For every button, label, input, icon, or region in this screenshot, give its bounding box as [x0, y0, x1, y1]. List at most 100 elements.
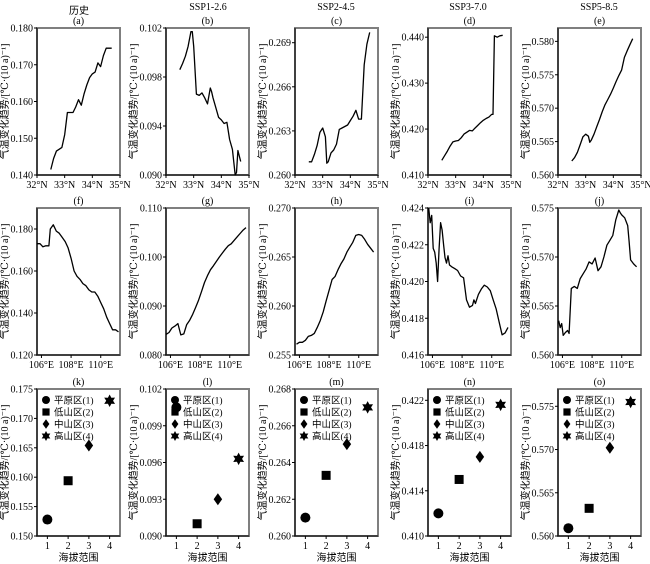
y-tick-label: 0.420: [402, 125, 425, 136]
legend-mid-mountain-marker: [433, 419, 441, 429]
data-point-plain-marker: [42, 514, 53, 525]
y-tick-label: 0.269: [269, 38, 292, 49]
series-line: [37, 224, 119, 333]
y-tick-label: 0.265: [269, 253, 292, 264]
series-line: [558, 209, 638, 337]
y-tick-label: 0.160: [11, 267, 34, 278]
x-tick-label: 32°N: [284, 180, 305, 191]
x-tick-label: 108°E: [580, 360, 605, 371]
x-tick-label: 35°N: [109, 180, 130, 191]
data-point-low-mountain-marker: [192, 519, 202, 529]
y-tick-label: 0.093: [140, 495, 163, 506]
data-point-mid-mountain-marker: [213, 493, 223, 506]
panel-h: (h) 0.255 0.260 0.265 0.270 106°E 108°E 110°E 气温…: [256, 196, 379, 371]
x-tick-label: 110°E: [479, 360, 504, 371]
x-tick-label: 3: [344, 541, 349, 552]
panel-c: (c) 0.260 0.263 0.266 0.269 32°N 33°N 34°N 35°N 气…: [256, 16, 389, 191]
series-line: [441, 34, 503, 161]
y-tick-label: 0.096: [140, 458, 163, 469]
plot-frame: [294, 207, 379, 356]
panel-a: (a) 0.140 0.150 0.160 0.170 0.180 32°N 33°N 34°N…: [0, 16, 131, 191]
y-tick-label: 0.560: [532, 532, 555, 543]
x-tick-label: 4: [107, 541, 112, 552]
legend-high-mountain-marker: [170, 431, 180, 441]
legend-high-mountain-marker: [41, 431, 51, 441]
panel-k: (k) 0.150 0.155 0.160 0.165 0.170 0.175 1 2 3 4 气温变…: [0, 377, 121, 564]
x-tick-label: 32°N: [417, 180, 438, 191]
legend-label: 低山区(2): [575, 407, 615, 419]
legend-label: 高山区(4): [575, 431, 615, 443]
x-tick-label: 2: [324, 541, 329, 552]
legend-plain-marker: [171, 396, 179, 404]
y-tick-label: 0.266: [269, 421, 292, 432]
panel-label: (e): [594, 16, 605, 27]
y-tick-label: 0.090: [140, 532, 163, 543]
series-line: [571, 38, 634, 162]
x-tick-label: 1: [45, 541, 50, 552]
x-tick-label: 3: [215, 541, 220, 552]
legend-label: 平原区(1): [312, 396, 352, 407]
series-line: [165, 227, 247, 336]
panel-label: (n): [464, 377, 476, 388]
x-tick-label: 4: [628, 541, 633, 552]
y-tick-label: 0.575: [532, 204, 555, 215]
legend-label: 低山区(2): [312, 407, 352, 419]
y-tick-label: 0.170: [11, 60, 34, 71]
column-title-historical: 历史: [69, 6, 89, 17]
y-tick-label: 0.440: [402, 33, 425, 44]
x-tick-label: 4: [498, 541, 503, 552]
series-line: [50, 47, 112, 170]
series-line: [179, 31, 242, 176]
column-title-ssp245: SSP2-4.5: [317, 2, 355, 13]
panel-g: (g) 0.080 0.090 0.100 0.110 106°E 108°E 110°E 气温…: [127, 196, 250, 371]
x-axis-label: 海拔范围: [188, 551, 228, 564]
plot-frame: [36, 207, 121, 356]
x-tick-label: 106°E: [29, 360, 54, 371]
x-tick-label: 1: [566, 541, 571, 552]
x-axis-label: 海拔范围: [59, 551, 99, 564]
panel-d: (d) 0.410 0.420 0.430 0.440 32°N 33°N 34°N 35°N 气…: [389, 16, 522, 191]
y-axis-label: 气温变化趋势/[℃·(10 a)⁻¹]: [256, 224, 269, 340]
x-tick-label: 35°N: [500, 180, 521, 191]
panel-i: (i) 0.416 0.418 0.420 0.422 0.424 106°E 108°E 11…: [389, 196, 512, 371]
y-tick-label: 0.090: [140, 171, 163, 182]
legend-label: 高山区(4): [445, 431, 485, 443]
legend-label: 平原区(1): [183, 396, 223, 407]
x-tick-label: 110°E: [609, 360, 634, 371]
y-tick-label: 0.418: [402, 441, 425, 452]
y-tick-label: 0.160: [11, 97, 34, 108]
x-tick-label: 1: [174, 541, 179, 552]
data-point-high-mountain-marker: [495, 398, 507, 412]
x-tick-label: 33°N: [54, 180, 75, 191]
panel-l: (l) 0.090 0.093 0.096 0.099 0.102 1 2 3 4 气温变化趋势/[…: [127, 377, 250, 564]
panel-label: (h): [331, 196, 343, 207]
x-tick-label: 106°E: [550, 360, 575, 371]
y-tick-label: 0.416: [402, 351, 425, 362]
y-axis-label: 气温变化趋势/[℃·(10 a)⁻¹]: [0, 44, 11, 160]
column-title-ssp585: SSP5-8.5: [580, 2, 618, 13]
x-axis-label: 海拔范围: [580, 551, 620, 564]
x-tick-label: 34°N: [603, 180, 624, 191]
y-tick-label: 0.140: [11, 171, 34, 182]
y-tick-label: 0.575: [532, 402, 555, 413]
legend-label: 高山区(4): [183, 431, 223, 443]
x-tick-label: 34°N: [473, 180, 494, 191]
x-tick-label: 110°E: [346, 360, 371, 371]
panel-f: (f) 0.120 0.140 0.160 0.180 106°E 108°E 110°E 气温…: [0, 196, 121, 371]
y-axis-label: 气温变化趋势/[℃·(10 a)⁻¹]: [127, 224, 140, 340]
y-tick-label: 0.422: [402, 396, 425, 407]
plot-frame: [557, 27, 642, 176]
legend-low-mountain-marker: [563, 408, 571, 416]
panel-e: (e) 0.560 0.565 0.570 0.575 0.580 32°N 33°N 34°N…: [519, 16, 650, 191]
y-tick-label: 0.414: [402, 486, 425, 497]
y-axis-label: 气温变化趋势/[℃·(10 a)⁻¹]: [519, 44, 532, 160]
data-point-high-mountain-marker: [233, 452, 245, 466]
y-tick-label: 0.266: [269, 82, 292, 93]
x-tick-label: 110°E: [88, 360, 113, 371]
y-tick-label: 0.410: [402, 532, 425, 543]
y-tick-label: 0.580: [532, 37, 555, 48]
data-point-low-mountain-marker: [63, 476, 73, 486]
panel-label: (c): [331, 16, 342, 27]
plot-frame: [427, 27, 512, 176]
